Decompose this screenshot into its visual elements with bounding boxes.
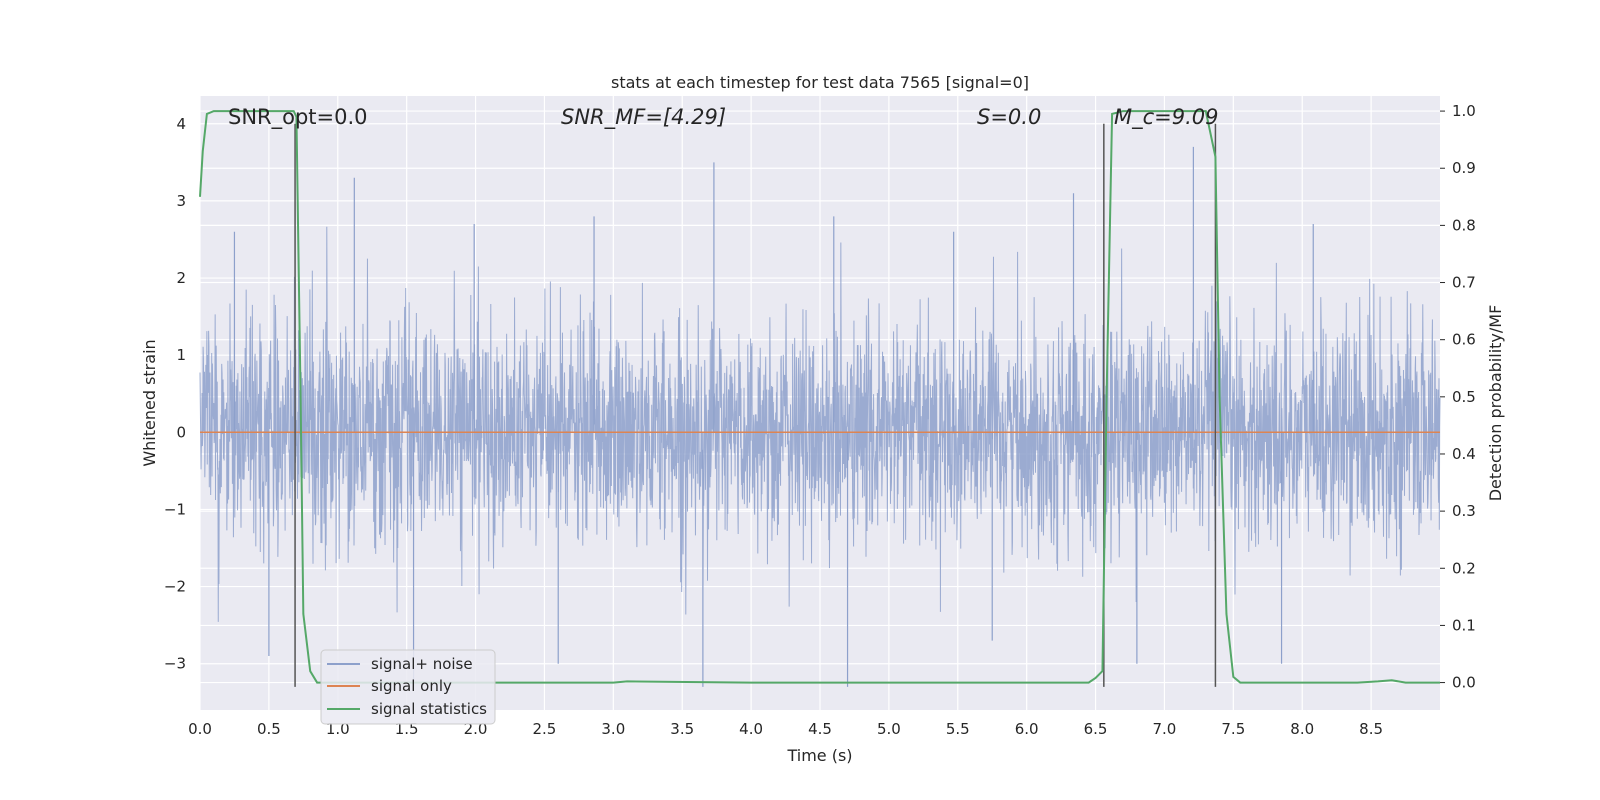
y-axis-right-ticks: 0.0 0.1 0.2 0.3 0.4 0.5 0.6 0.7 0.8 0.9 1.0 (1440, 102, 1476, 692)
x-tick-label: 0.5 (257, 720, 281, 738)
y-right-tick-label: 0.2 (1452, 559, 1476, 577)
x-tick-label: 4.0 (739, 720, 763, 738)
y-right-tick-label: 0.8 (1452, 216, 1476, 234)
x-tick-label: 7.5 (1221, 720, 1245, 738)
y-right-tick-label: 0.7 (1452, 274, 1476, 292)
y-left-tick-label: −2 (164, 578, 186, 596)
y-right-tick-label: 0.1 (1452, 616, 1476, 634)
x-tick-label: 2.5 (533, 720, 557, 738)
annotation-snr-mf: SNR_MF=[4.29] (561, 105, 726, 130)
legend-label-signal-noise: signal+ noise (371, 655, 473, 673)
y-right-tick-label: 0.5 (1452, 388, 1476, 406)
annotation-snr-opt: SNR_opt=0.0 (228, 105, 368, 130)
x-axis-label: Time (s) (786, 746, 852, 765)
y-left-tick-label: −1 (164, 500, 186, 518)
legend-label-signal-only: signal only (371, 677, 452, 695)
chart-title: stats at each timestep for test data 756… (611, 73, 1029, 92)
x-tick-label: 0.0 (188, 720, 212, 738)
series-signal-statistics (199, 110, 1440, 684)
x-tick-label: 6.5 (1084, 720, 1108, 738)
y-left-tick-label: 4 (176, 115, 186, 133)
y-right-tick-label: 0.3 (1452, 502, 1476, 520)
y-left-tick-label: −3 (164, 655, 186, 673)
legend-label-signal-statistics: signal statistics (371, 700, 487, 718)
y-right-tick-label: 0.4 (1452, 445, 1476, 463)
y-left-tick-label: 3 (176, 192, 186, 210)
y-axis-left-label: Whitened strain (140, 339, 159, 466)
y-left-tick-label: 0 (176, 423, 186, 441)
legend-box (320, 649, 496, 725)
annotations: SNR_opt=0.0 SNR_MF=[4.29] S=0.0 M_c=9.09 (228, 105, 1219, 130)
y-axis-right-label: Detection probability/MF (1486, 305, 1505, 502)
x-tick-label: 5.0 (877, 720, 901, 738)
x-tick-label: 8.5 (1359, 720, 1383, 738)
legend: signal+ noise signal only signal statist… (320, 649, 496, 725)
y-right-tick-label: 1.0 (1452, 102, 1476, 120)
series-signal-noise (199, 146, 1441, 687)
y-right-tick-label: 0.6 (1452, 331, 1476, 349)
y-left-tick-label: 2 (176, 269, 186, 287)
annotation-s: S=0.0 (977, 105, 1041, 129)
x-tick-label: 4.5 (808, 720, 832, 738)
x-tick-label: 6.0 (1015, 720, 1039, 738)
y-axis-left-ticks: −3 −2 −1 0 1 2 3 4 (164, 115, 186, 673)
x-tick-label: 7.0 (1153, 720, 1177, 738)
y-right-tick-label: 0.9 (1452, 159, 1476, 177)
y-right-tick-label: 0.0 (1452, 674, 1476, 692)
x-tick-label: 3.0 (601, 720, 625, 738)
signal-statistics-line (199, 110, 1440, 684)
signal-noise-line (199, 226, 1441, 622)
x-tick-label: 8.0 (1290, 720, 1314, 738)
x-tick-label: 5.5 (946, 720, 970, 738)
annotation-mc: M_c=9.09 (1114, 105, 1219, 130)
y-left-tick-label: 1 (176, 346, 186, 364)
x-tick-label: 3.5 (670, 720, 694, 738)
